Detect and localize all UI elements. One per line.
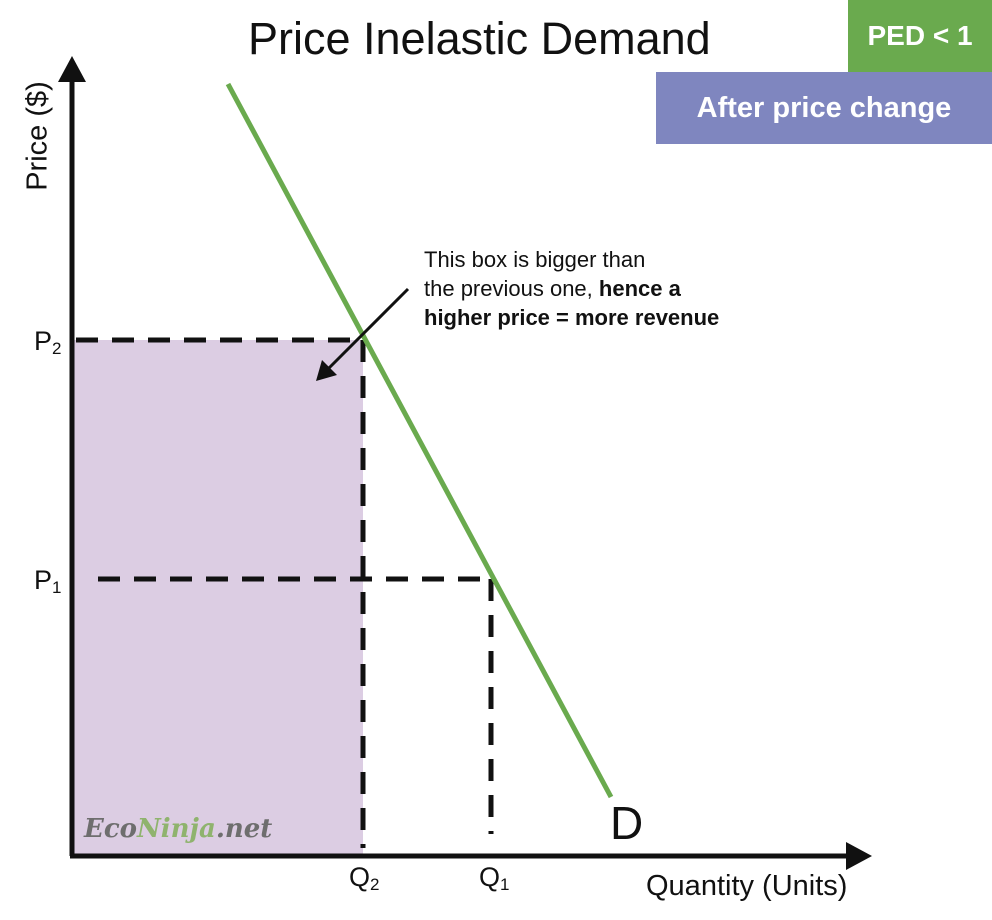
annotation-line2-bold: hence a	[598, 276, 681, 301]
guide-lines	[76, 337, 494, 848]
diagram-title: Price Inelastic Demand	[248, 13, 711, 64]
annotation-line3: higher price = more revenue	[424, 305, 720, 330]
tick-p2: P2	[34, 326, 62, 358]
tick-q1: Q1	[479, 862, 510, 894]
annotation-arrow	[316, 287, 410, 381]
axes	[58, 56, 872, 870]
annotation-line1: This box is bigger than	[424, 247, 646, 272]
y-axis-arrowhead	[58, 56, 86, 82]
tick-q2: Q2	[349, 862, 380, 894]
demand-curve-label: D	[610, 797, 644, 849]
state-badge: After price change	[656, 72, 992, 144]
tick-p1: P1	[34, 565, 62, 597]
y-axis-label: Price ($)	[21, 81, 54, 191]
x-axis-arrowhead	[846, 842, 872, 870]
econinja-watermark: EcoNinja.net	[84, 814, 273, 844]
demand-curve	[225, 82, 614, 799]
annotation-text: This box is bigger than the previous one…	[424, 245, 784, 332]
x-axis-label: Quantity (Units)	[646, 870, 848, 902]
ped-badge: PED < 1	[848, 0, 992, 72]
annotation-line2: the previous one,	[424, 276, 599, 301]
revenue-box	[72, 340, 363, 856]
